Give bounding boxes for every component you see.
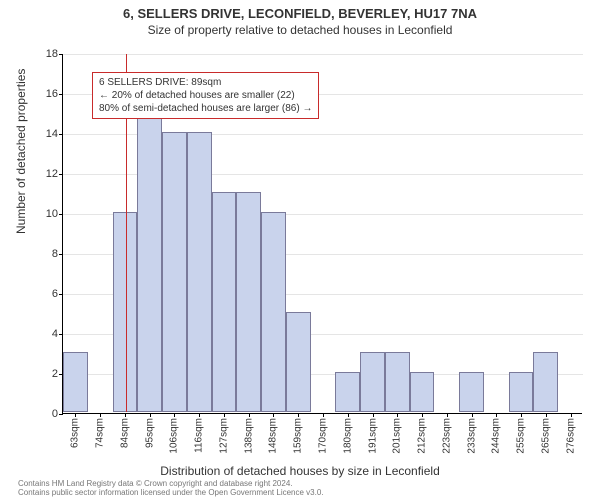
histogram-bar [137, 112, 162, 412]
x-tick-label: 244sqm [491, 418, 502, 454]
x-tick-mark [447, 413, 448, 417]
x-tick-mark [273, 413, 274, 417]
y-tick-label: 4 [28, 328, 58, 340]
histogram-bar [236, 192, 261, 412]
x-tick-mark [546, 413, 547, 417]
x-tick-label: 116sqm [194, 418, 205, 453]
histogram-bar [113, 212, 138, 412]
x-tick-mark [323, 413, 324, 417]
x-tick-label: 95sqm [144, 418, 155, 448]
y-tick-mark [59, 294, 63, 295]
chart-subtitle: Size of property relative to detached ho… [0, 23, 600, 37]
y-tick-label: 14 [28, 128, 58, 140]
x-tick-mark [199, 413, 200, 417]
x-tick-label: 233sqm [466, 418, 477, 454]
chart-title: 6, SELLERS DRIVE, LECONFIELD, BEVERLEY, … [0, 6, 600, 21]
y-tick-label: 2 [28, 368, 58, 380]
y-tick-mark [59, 414, 63, 415]
y-tick-mark [59, 54, 63, 55]
x-tick-label: 223sqm [441, 418, 452, 454]
histogram-bar [261, 212, 286, 412]
x-axis-label: Distribution of detached houses by size … [0, 464, 600, 478]
y-tick-label: 6 [28, 288, 58, 300]
histogram-bar [63, 352, 88, 412]
x-tick-mark [521, 413, 522, 417]
x-tick-mark [125, 413, 126, 417]
x-tick-mark [397, 413, 398, 417]
x-tick-mark [224, 413, 225, 417]
x-tick-mark [174, 413, 175, 417]
x-tick-mark [373, 413, 374, 417]
x-tick-mark [348, 413, 349, 417]
annotation-line-3: 80% of semi-detached houses are larger (… [99, 102, 312, 115]
x-tick-mark [422, 413, 423, 417]
x-tick-mark [150, 413, 151, 417]
histogram-bar [162, 132, 187, 412]
x-tick-label: 148sqm [268, 418, 279, 454]
histogram-bar [410, 372, 435, 412]
histogram-bar [509, 372, 534, 412]
y-tick-mark [59, 134, 63, 135]
x-tick-label: 63sqm [70, 418, 81, 448]
x-tick-label: 191sqm [367, 418, 378, 454]
x-tick-label: 276sqm [565, 418, 576, 454]
histogram-bar [360, 352, 385, 412]
chart-area: 02468101214161863sqm74sqm84sqm95sqm106sq… [62, 54, 582, 414]
histogram-bar [212, 192, 237, 412]
x-tick-label: 212sqm [417, 418, 428, 454]
x-tick-label: 138sqm [243, 418, 254, 454]
histogram-bar [385, 352, 410, 412]
x-tick-label: 180sqm [342, 418, 353, 454]
x-tick-mark [75, 413, 76, 417]
y-tick-label: 16 [28, 88, 58, 100]
x-tick-mark [100, 413, 101, 417]
x-tick-label: 74sqm [95, 418, 106, 448]
y-tick-mark [59, 254, 63, 255]
histogram-bar [286, 312, 311, 412]
footer-attribution: Contains HM Land Registry data © Crown c… [18, 480, 324, 498]
x-tick-mark [571, 413, 572, 417]
x-tick-label: 84sqm [119, 418, 130, 448]
x-tick-mark [496, 413, 497, 417]
y-tick-label: 8 [28, 248, 58, 260]
y-tick-label: 12 [28, 168, 58, 180]
chart-header: 6, SELLERS DRIVE, LECONFIELD, BEVERLEY, … [0, 0, 600, 37]
x-tick-label: 201sqm [392, 418, 403, 454]
x-tick-label: 159sqm [293, 418, 304, 454]
x-tick-mark [472, 413, 473, 417]
x-tick-label: 265sqm [540, 418, 551, 454]
y-tick-mark [59, 174, 63, 175]
histogram-bar [533, 352, 558, 412]
gridline [63, 54, 583, 55]
y-tick-mark [59, 334, 63, 335]
annotation-line-2: ← 20% of detached houses are smaller (22… [99, 89, 312, 102]
y-tick-label: 10 [28, 208, 58, 220]
histogram-bar [459, 372, 484, 412]
y-axis-label: Number of detached properties [14, 69, 28, 234]
y-tick-label: 18 [28, 48, 58, 60]
y-tick-mark [59, 214, 63, 215]
x-tick-label: 255sqm [516, 418, 527, 454]
histogram-bar [187, 132, 212, 412]
x-tick-label: 127sqm [218, 418, 229, 454]
x-tick-mark [249, 413, 250, 417]
x-tick-label: 170sqm [318, 418, 329, 454]
x-tick-mark [298, 413, 299, 417]
y-tick-mark [59, 94, 63, 95]
annotation-line-1: 6 SELLERS DRIVE: 89sqm [99, 76, 312, 89]
y-tick-label: 0 [28, 408, 58, 420]
annotation-callout: 6 SELLERS DRIVE: 89sqm ← 20% of detached… [92, 72, 319, 119]
footer-line-2: Contains public sector information licen… [18, 489, 324, 498]
histogram-bar [335, 372, 360, 412]
x-tick-label: 106sqm [169, 418, 180, 454]
